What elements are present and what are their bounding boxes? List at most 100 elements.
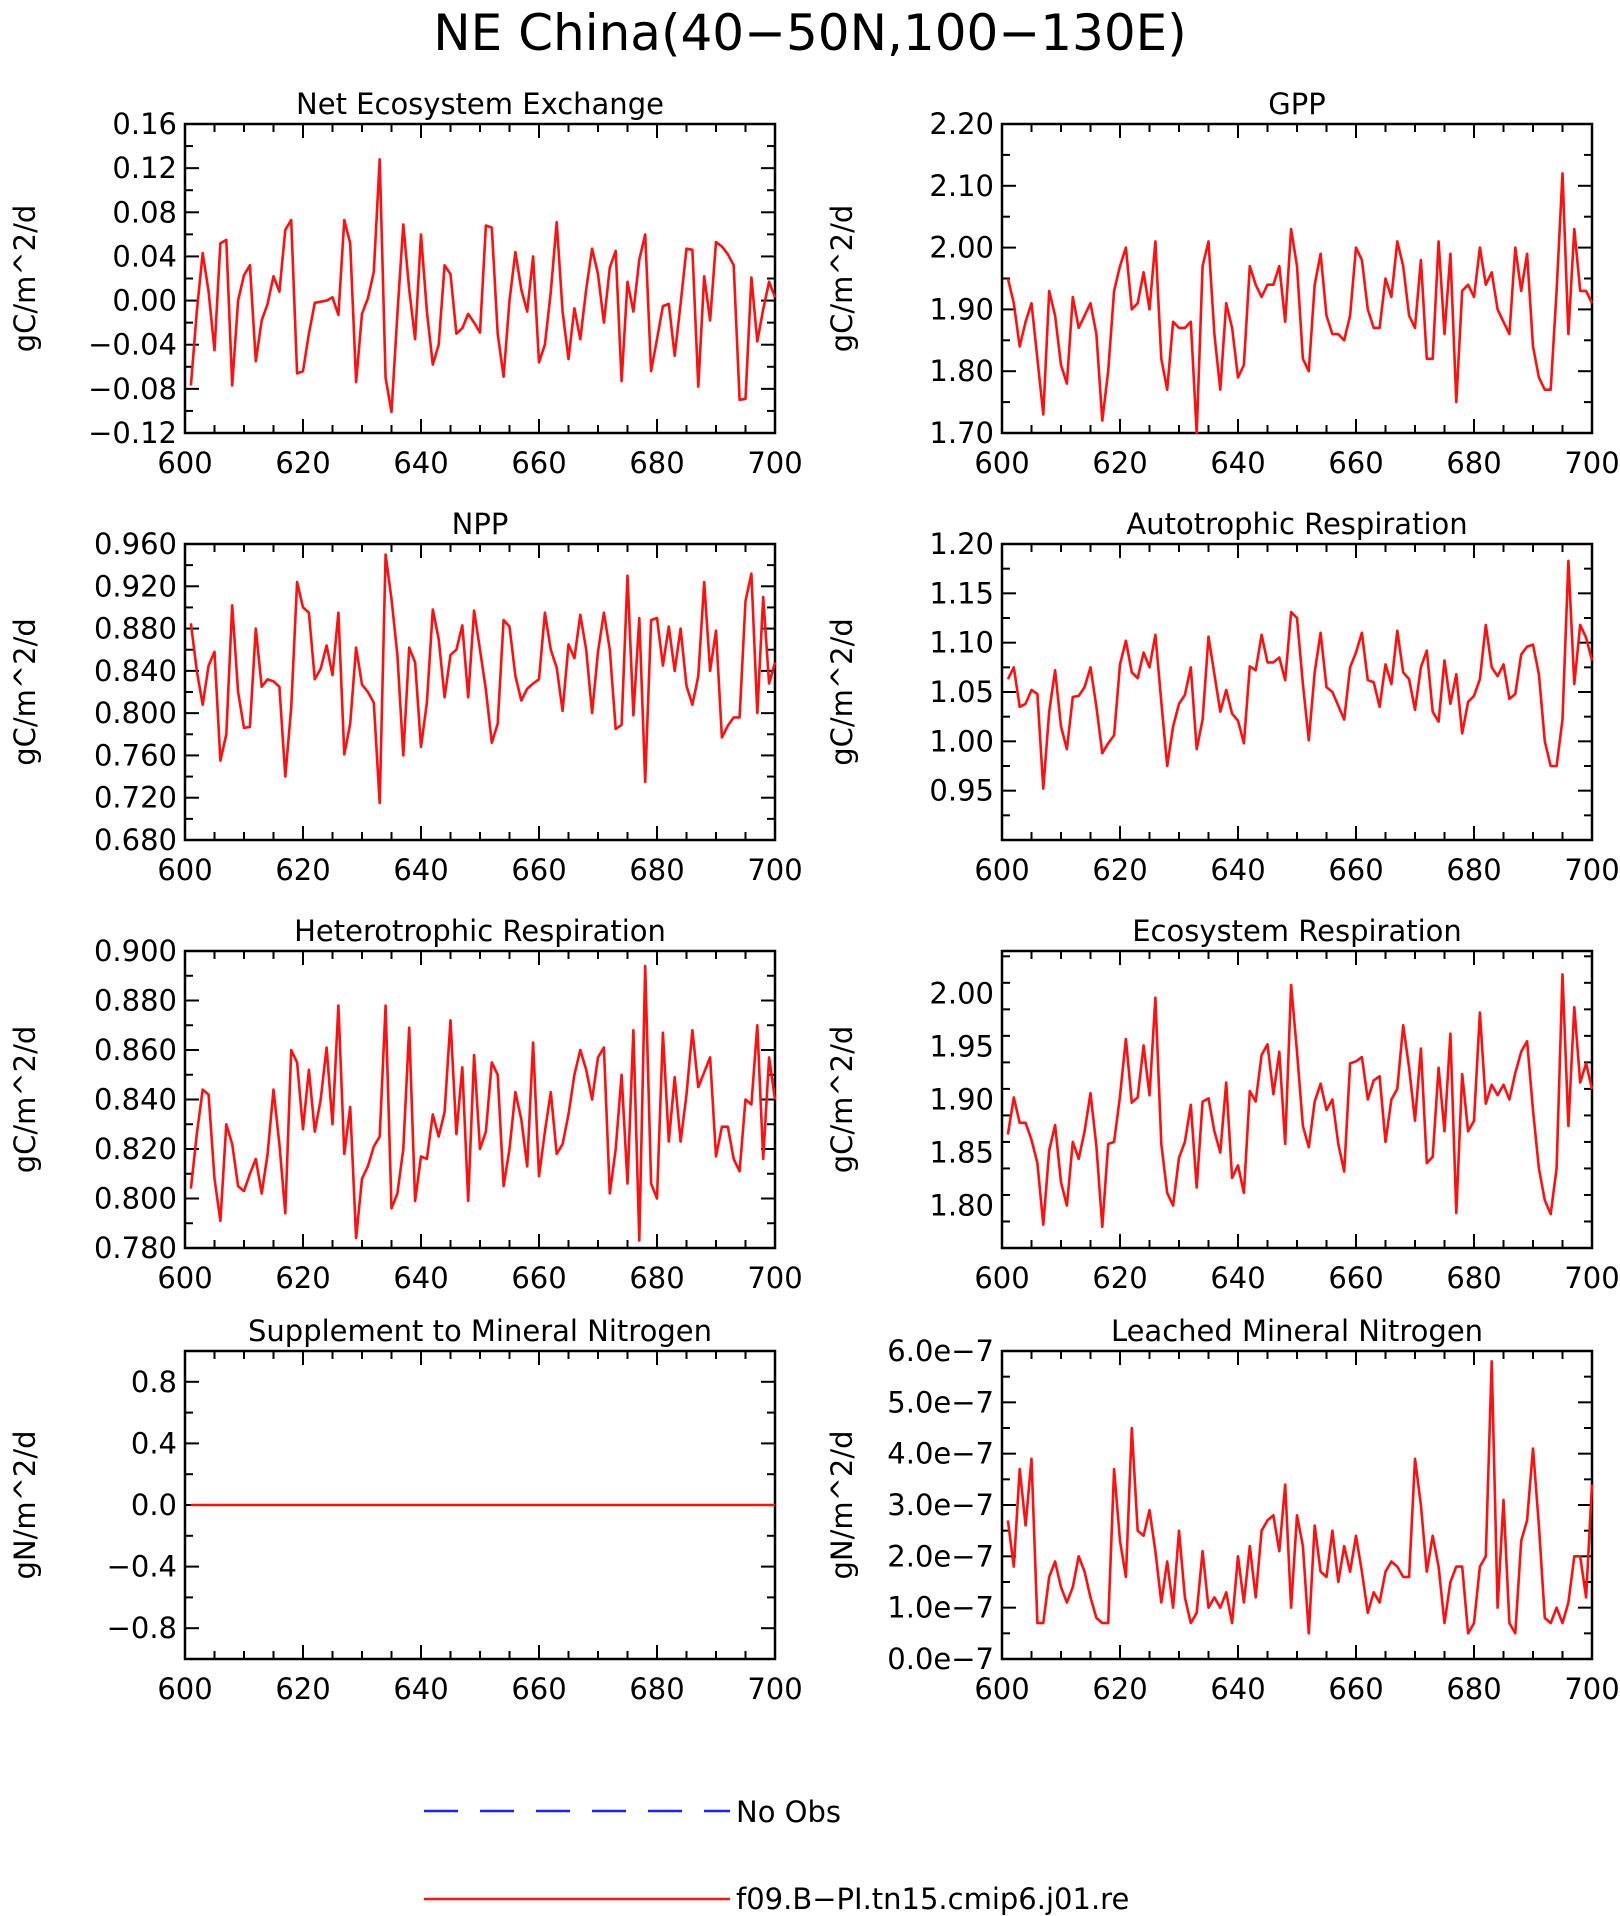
panel-title: Autotrophic Respiration (1126, 507, 1467, 541)
x-tick-label: 620 (1092, 1261, 1147, 1295)
chart-panel: Supplement to Mineral Nitrogen gN/m^2/d 60… (8, 1314, 803, 1706)
x-tick-label: 660 (1328, 446, 1383, 480)
y-tick-label: 1.00 (929, 724, 994, 758)
y-tick-label: 1.15 (929, 576, 994, 610)
y-tick-label: 0.920 (94, 569, 177, 603)
x-tick-label: 700 (1564, 1672, 1619, 1706)
x-tick-label: 600 (974, 1261, 1029, 1295)
y-axis-label: gC/m^2/d (8, 618, 42, 766)
x-tick-label: 680 (629, 446, 684, 480)
plot-frame (183, 542, 777, 842)
panel-title: Heterotrophic Respiration (294, 914, 666, 948)
y-tick-label: 0.800 (94, 696, 177, 730)
y-tick-label: 6.0e−7 (887, 1334, 994, 1368)
x-tick-label: 660 (511, 1672, 566, 1706)
y-tick-label: 1.85 (929, 1136, 994, 1170)
y-tick-label: 5.0e−7 (887, 1385, 994, 1419)
chart-panel: Leached Mineral Nitrogen gN/m^2/d 600 620 64… (825, 1314, 1620, 1706)
y-tick-label: −0.12 (88, 416, 177, 450)
y-tick-label: 0.900 (94, 934, 177, 968)
x-tick-label: 640 (393, 853, 448, 887)
y-tick-label: 0.860 (94, 1033, 177, 1067)
x-tick-label: 700 (747, 853, 802, 887)
y-tick-label: 0.95 (929, 774, 994, 808)
chart-panel: Autotrophic Respiration gC/m^2/d 600 620 640… (825, 507, 1620, 887)
x-tick-label: 640 (1210, 1672, 1265, 1706)
y-tick-label: 1.90 (929, 1083, 994, 1117)
y-tick-label: −0.04 (88, 328, 177, 362)
chart-panel: Heterotrophic Respiration gC/m^2/d 600 620 6… (8, 914, 803, 1295)
x-tick-label: 680 (1446, 1672, 1501, 1706)
y-tick-label: 1.80 (929, 1189, 994, 1223)
series-line (189, 158, 777, 414)
y-axis-label: gC/m^2/d (825, 618, 859, 766)
y-tick-label: 0.8 (131, 1365, 177, 1399)
figure-title: NE China(40−50N,100−130E) (433, 4, 1187, 62)
y-tick-label: 0.880 (94, 612, 177, 646)
x-tick-label: 600 (157, 1261, 212, 1295)
x-tick-label: 620 (275, 853, 330, 887)
x-tick-label: 700 (747, 1672, 802, 1706)
y-tick-label: 2.20 (929, 107, 994, 141)
plot-frame (1000, 542, 1594, 842)
x-tick-label: 700 (1564, 446, 1619, 480)
series-line (1006, 972, 1594, 1229)
y-tick-label: 0.12 (112, 151, 177, 185)
chart-panel: Net Ecosystem Exchange gC/m^2/d 600 620 640 6… (8, 87, 803, 480)
y-tick-label: 0.880 (94, 984, 177, 1018)
y-tick-label: 1.90 (929, 292, 994, 326)
panel-title: NPP (452, 507, 509, 541)
y-tick-label: 1.10 (929, 626, 994, 660)
y-tick-label: 1.20 (929, 527, 994, 561)
x-tick-label: 600 (157, 853, 212, 887)
y-tick-label: 0.0e−7 (887, 1642, 994, 1676)
x-tick-label: 600 (157, 446, 212, 480)
y-tick-label: 0.16 (112, 107, 177, 141)
y-tick-label: 1.05 (929, 675, 994, 709)
y-tick-label: 3.0e−7 (887, 1488, 994, 1522)
x-tick-label: 640 (1210, 446, 1265, 480)
panel-title: Net Ecosystem Exchange (296, 87, 664, 121)
x-tick-label: 680 (629, 1261, 684, 1295)
x-tick-label: 660 (1328, 853, 1383, 887)
x-tick-label: 700 (1564, 853, 1619, 887)
y-tick-label: 0.960 (94, 527, 177, 561)
x-tick-label: 620 (1092, 446, 1147, 480)
y-tick-label: 0.04 (112, 239, 177, 273)
panel-title: Leached Mineral Nitrogen (1111, 1314, 1483, 1348)
y-tick-label: −0.8 (107, 1611, 177, 1645)
series-line (1006, 172, 1594, 435)
y-tick-label: 0.00 (112, 284, 177, 318)
series-line (189, 964, 777, 1242)
y-tick-label: 0.800 (94, 1182, 177, 1216)
x-tick-label: 620 (1092, 853, 1147, 887)
series-line (1006, 559, 1594, 791)
panel-title: Supplement to Mineral Nitrogen (248, 1314, 712, 1348)
chart-panel: NPP gC/m^2/d 600 620 640 660 680 700 0.680 0.720 0… (8, 507, 803, 887)
x-tick-label: 600 (157, 1672, 212, 1706)
y-tick-label: −0.08 (88, 372, 177, 406)
y-tick-label: 1.70 (929, 416, 994, 450)
x-tick-label: 680 (1446, 853, 1501, 887)
x-tick-label: 660 (1328, 1672, 1383, 1706)
y-tick-label: 2.00 (929, 231, 994, 265)
x-tick-label: 620 (275, 1261, 330, 1295)
x-tick-label: 700 (747, 1261, 802, 1295)
chart-panel: Ecosystem Respiration gC/m^2/d 600 620 640 66… (825, 914, 1620, 1295)
y-axis-label: gC/m^2/d (8, 205, 42, 353)
y-tick-label: 4.0e−7 (887, 1437, 994, 1471)
y-tick-label: 0.08 (112, 195, 177, 229)
panel-title: Ecosystem Respiration (1132, 914, 1462, 948)
y-tick-label: 0.840 (94, 1083, 177, 1117)
y-tick-label: 0.4 (131, 1426, 177, 1460)
y-tick-label: 0.680 (94, 823, 177, 857)
x-tick-label: 640 (393, 446, 448, 480)
y-axis-label: gN/m^2/d (8, 1430, 42, 1579)
y-axis-label: gN/m^2/d (825, 1430, 859, 1579)
x-tick-label: 660 (1328, 1261, 1383, 1295)
x-tick-label: 700 (1564, 1261, 1619, 1295)
x-tick-label: 620 (275, 1672, 330, 1706)
y-tick-label: 1.95 (929, 1029, 994, 1063)
x-tick-label: 600 (974, 853, 1029, 887)
x-tick-label: 700 (747, 446, 802, 480)
